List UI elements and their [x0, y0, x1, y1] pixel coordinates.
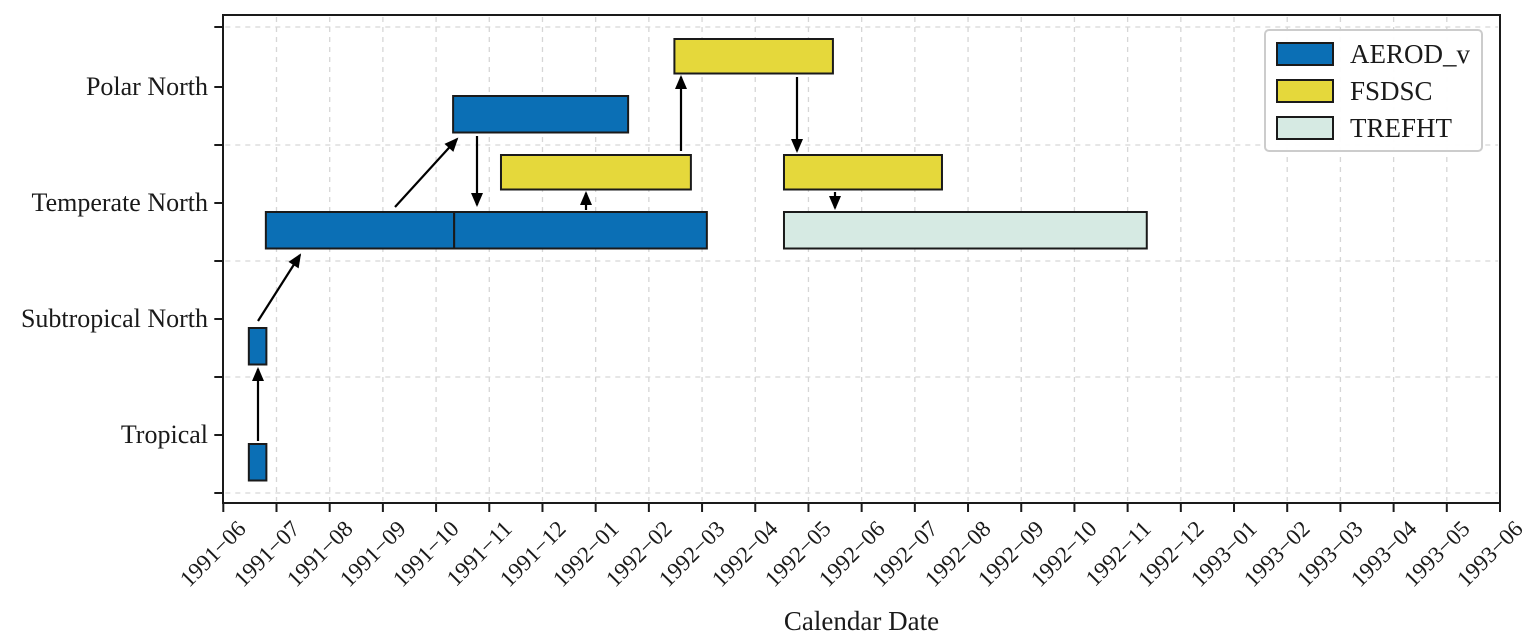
- y-category-label-subtropical-north: Subtropical North: [20, 304, 208, 333]
- gantt-bar-fsdsc: [499, 154, 692, 191]
- gantt-bar-aerod_v: [247, 327, 268, 366]
- gantt-bar-aerod_v: [247, 443, 268, 482]
- legend-swatch-fsdsc: [1276, 78, 1334, 103]
- gantt-bar-aerod_v: [264, 211, 456, 250]
- legend-swatch-aerod-v: [1276, 41, 1334, 66]
- flow-arrow: [394, 137, 459, 208]
- legend-label-aerod-v: AEROD_v: [1350, 38, 1470, 69]
- legend-swatch-trefht: [1276, 115, 1334, 140]
- legend-label-trefht: TREFHT: [1350, 112, 1453, 143]
- x-axis-title: Calendar Date: [783, 606, 940, 636]
- y-category-label-polar-north: Polar North: [85, 72, 208, 101]
- y-category-label-tropical: Tropical: [120, 420, 208, 449]
- flow-arrow: [257, 253, 302, 322]
- gantt-bar-aerod_v: [452, 95, 630, 134]
- legend-item-trefht: TREFHT: [1276, 114, 1471, 142]
- legend-label-fsdsc: FSDSC: [1350, 75, 1433, 106]
- legend-item-aerod-v: AEROD_v: [1276, 40, 1471, 68]
- gantt-bar-trefht: [782, 211, 1148, 250]
- y-category-label-temperate-north: Temperate North: [31, 188, 209, 217]
- gantt-bar-fsdsc: [782, 154, 943, 191]
- gantt-bar-aerod_v: [453, 211, 708, 250]
- gantt-bar-fsdsc: [673, 38, 834, 75]
- legend-item-fsdsc: FSDSC: [1276, 77, 1471, 105]
- legend: AEROD_v FSDSC TREFHT: [1264, 29, 1483, 152]
